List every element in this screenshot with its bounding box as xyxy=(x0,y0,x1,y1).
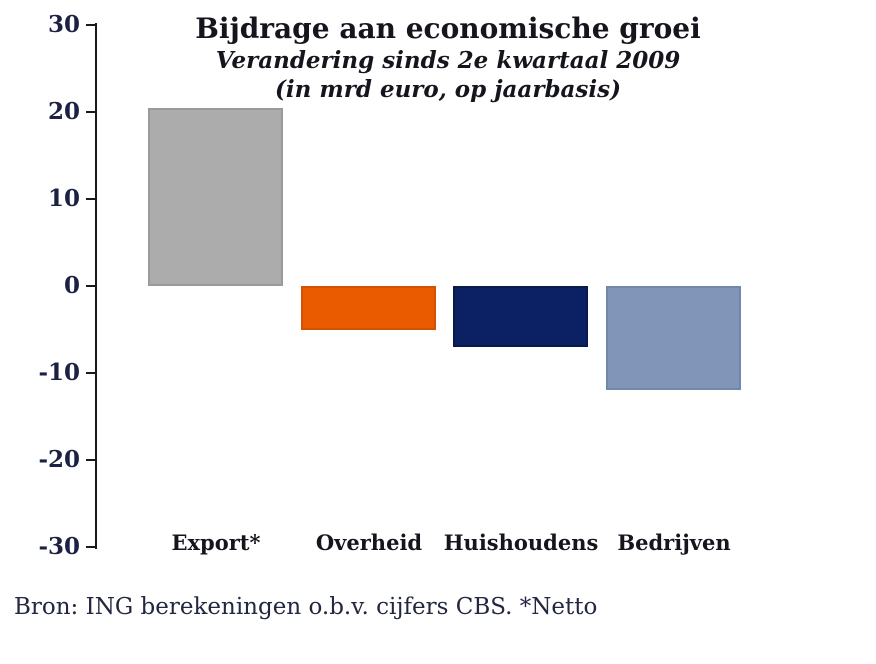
bar-huishoudens xyxy=(453,286,588,347)
y-axis-tick xyxy=(86,111,95,113)
y-axis-tick xyxy=(86,285,95,287)
y-axis-tick-label: -20 xyxy=(38,446,80,473)
y-axis-tick xyxy=(86,198,95,200)
y-axis-tick-label: 10 xyxy=(47,185,80,212)
y-axis-tick-label: 20 xyxy=(47,98,80,125)
y-axis-line xyxy=(95,23,97,549)
chart-header: Bijdrage aan economische groei Veranderi… xyxy=(160,12,736,104)
x-axis-category-label: Huishoudens xyxy=(443,530,599,555)
chart-subtitle-line2: (in mrd euro, op jaarbasis) xyxy=(275,76,621,103)
x-axis-category-label: Overheid xyxy=(315,530,423,555)
y-axis-tick-label: -10 xyxy=(38,359,80,386)
x-axis-category-label: Bedrijven xyxy=(617,530,731,555)
bar-overheid xyxy=(301,286,436,330)
y-axis-tick xyxy=(86,24,95,26)
chart-subtitle-line1: Verandering sinds 2e kwartaal 2009 xyxy=(215,47,681,74)
x-axis-category-label: Export* xyxy=(171,530,261,555)
bar-export xyxy=(148,108,283,286)
bar-bedrijven xyxy=(606,286,741,390)
source-note: Bron: ING berekeningen o.b.v. cijfers CB… xyxy=(14,594,598,620)
chart-title: Bijdrage aan economische groei xyxy=(195,12,701,45)
y-axis-tick-label: 0 xyxy=(63,272,80,299)
y-axis-tick-label: -30 xyxy=(38,533,80,560)
y-axis-tick xyxy=(86,372,95,374)
y-axis-tick xyxy=(86,546,95,548)
y-axis-tick xyxy=(86,459,95,461)
y-axis-tick-label: 30 xyxy=(47,11,80,38)
